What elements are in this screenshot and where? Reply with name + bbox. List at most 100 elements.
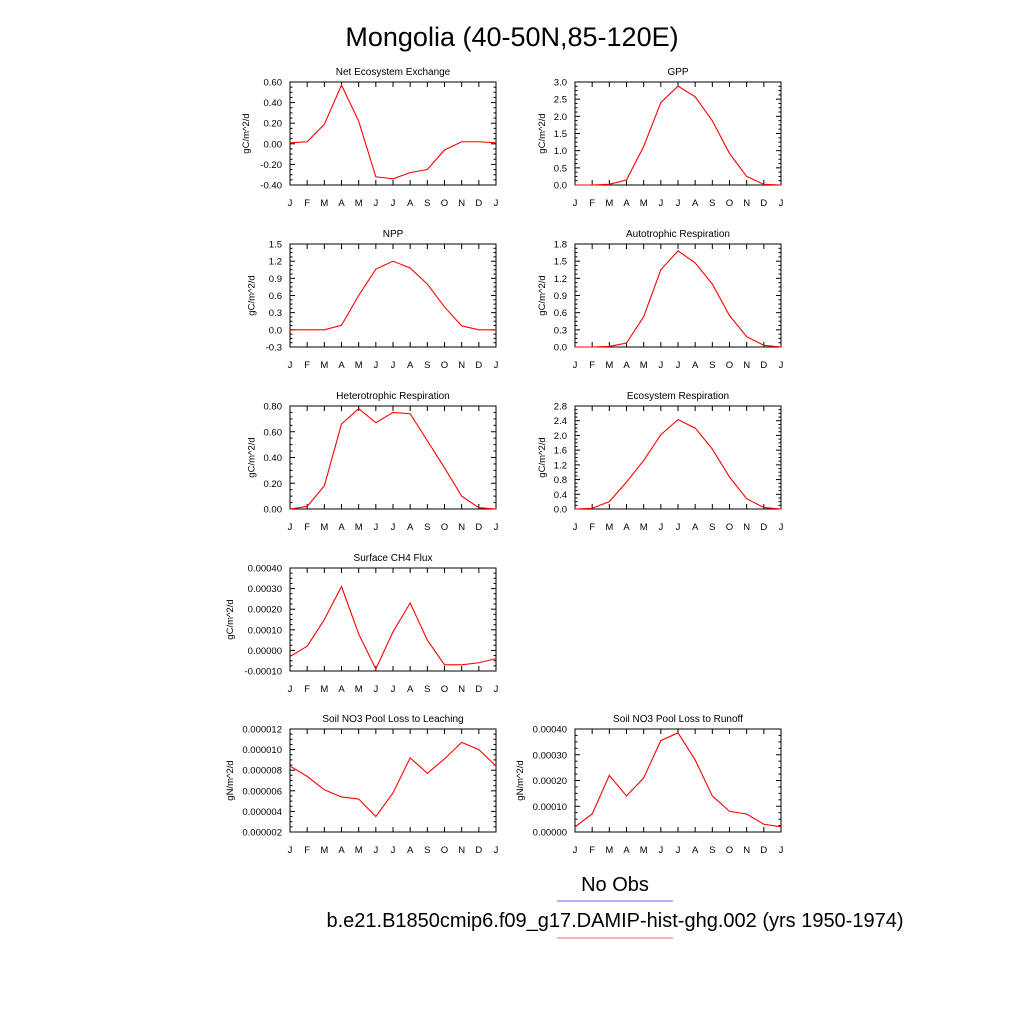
y-tick-label: -0.3 [266,343,282,354]
y-tick-label: 0.00000 [533,828,567,839]
x-tick-label: J [676,360,681,371]
y-axis-label: gC/m^2/d [246,437,257,477]
x-tick-label: M [640,360,648,371]
series-line-npp [290,260,496,331]
x-tick-label: J [391,522,396,533]
x-tick-label: J [658,360,663,371]
series-line-surface-ch4-flux [289,585,497,671]
panel-title: Soil NO3 Pool Loss to Runoff [613,714,743,725]
y-tick-label: 0.5 [554,163,567,174]
y-axis-label: gC/m^2/d [246,275,257,315]
legend: No Obs b.e21.B1850cmip6.f09_g17.DAMIP-hi… [326,874,904,939]
panel-frame [289,567,497,672]
x-tick-label: O [441,684,448,695]
y-tick-label: 2.5 [554,95,567,106]
x-tick-label: M [355,198,363,209]
y-axis-label: gC/m^2/d [537,113,548,153]
series-line-autotrophic-respiration [575,250,782,348]
y-axis-label: gC/m^2/d [241,113,252,153]
x-tick-label: A [407,360,414,371]
x-tick-label: J [658,845,663,856]
x-tick-label: A [692,198,699,209]
y-tick-label: 0.00000 [248,646,282,657]
x-tick-label: J [676,522,681,533]
x-tick-label: O [726,522,733,533]
x-tick-label: D [760,845,767,856]
panel-title: Surface CH4 Flux [354,553,433,564]
x-tick-label: J [779,845,784,856]
y-tick-label: 0.00030 [533,750,567,761]
x-tick-label: S [709,198,715,209]
y-tick-label: 0.0 [554,505,567,516]
x-tick-label: M [355,684,363,695]
x-tick-label: S [424,845,430,856]
panel-net-ecosystem-exchange: Net Ecosystem Exchange 0.60 0.40 0.20 0.00 -0… [241,67,499,209]
x-tick-label: J [494,198,499,209]
panel-title: Autotrophic Respiration [626,229,730,240]
y-axis-label: gN/m^2/d [225,760,236,800]
y-axis-label: gC/m^2/d [225,599,236,639]
x-tick-label: J [779,522,784,533]
x-tick-label: J [288,198,293,209]
panel-title: Heterotrophic Respiration [336,391,449,402]
x-tick-label: A [407,684,414,695]
panel-title: NPP [383,229,404,240]
x-tick-label: D [760,522,767,533]
y-tick-label: 0.80 [264,402,283,413]
x-tick-label: J [288,360,293,371]
y-tick-label: 0.20 [264,119,283,130]
x-tick-label: M [640,522,648,533]
x-tick-label: J [494,360,499,371]
y-tick-label: 0.20 [264,479,283,490]
x-tick-label: A [407,522,414,533]
y-axis-label: gC/m^2/d [537,275,548,315]
x-tick-label: A [692,360,699,371]
x-tick-label: J [391,845,396,856]
x-tick-label: F [304,198,310,209]
panel-frame [289,81,497,186]
y-tick-label: 0.40 [264,98,283,109]
y-tick-label: 1.2 [554,274,567,285]
y-tick-label: 0.40 [264,453,283,464]
x-tick-label: A [623,198,630,209]
y-tick-label: 0.3 [269,308,282,319]
x-tick-label: F [589,845,595,856]
x-tick-label: O [441,198,448,209]
x-tick-label: A [692,522,699,533]
y-tick-label: 2.8 [554,402,567,413]
figure-title: Mongolia (40-50N,85-120E) [345,22,678,52]
y-tick-label: 0.000008 [242,766,282,777]
panel-title: Net Ecosystem Exchange [336,67,451,78]
x-tick-label: J [573,198,578,209]
x-tick-label: D [760,198,767,209]
x-tick-label: F [589,198,595,209]
x-tick-label: M [605,845,613,856]
y-tick-label: 0.000010 [242,745,282,756]
y-tick-label: 0.3 [554,325,567,336]
y-tick-label: 0.000004 [242,807,282,818]
panel-surface-ch4-flux: Surface CH4 Flux 0.00040 0.00030 0.00020 0.0… [225,553,499,695]
y-tick-label: 0.0 [554,343,567,354]
x-tick-label: J [373,522,378,533]
y-tick-label: 0.6 [554,308,567,319]
x-tick-label: J [658,198,663,209]
x-tick-label: J [391,198,396,209]
y-tick-label: -0.20 [260,160,282,171]
x-tick-label: O [726,198,733,209]
panel-frame [289,728,497,833]
panel-frame [574,405,782,510]
series-line-soil-no3-pool-loss-to-runoff [574,732,782,828]
y-tick-label: 0.0 [554,181,567,192]
panel-heterotrophic-respiration: Heterotrophic Respiration 0.80 0.60 0.40 0.2… [246,391,498,533]
panel-frame [289,405,497,510]
x-tick-label: N [458,360,465,371]
y-tick-label: 1.8 [554,240,567,251]
y-tick-label: 0.60 [264,427,283,438]
y-tick-label: 2.0 [554,112,567,123]
x-tick-label: O [441,845,448,856]
y-tick-label: 0.000002 [242,828,282,839]
x-tick-label: N [458,684,465,695]
